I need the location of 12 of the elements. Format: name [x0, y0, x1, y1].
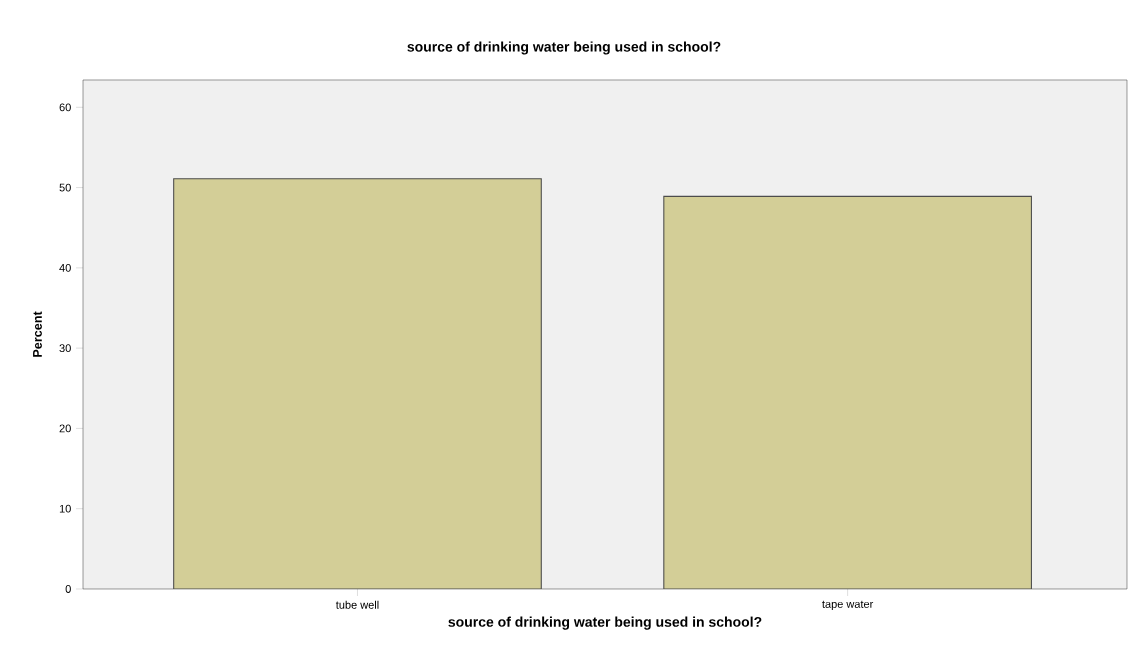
y-axis-title: Percent — [33, 311, 42, 357]
x-tick-label: tape water — [822, 600, 874, 611]
chart-title: source of drinking water being used in school? — [407, 41, 721, 55]
x-tick-label: tube well — [335, 600, 379, 609]
y-tick-label: 0 — [65, 585, 71, 593]
y-tick-label: 60 — [59, 103, 71, 112]
x-axis-title: source of drinking water being used in school? — [448, 616, 762, 630]
y-tick-label: 10 — [59, 504, 71, 513]
y-tick-label: 20 — [59, 424, 71, 433]
y-tick-label: 50 — [59, 183, 71, 192]
y-tick-label: 30 — [59, 344, 71, 353]
y-tick-label: 40 — [59, 263, 71, 272]
